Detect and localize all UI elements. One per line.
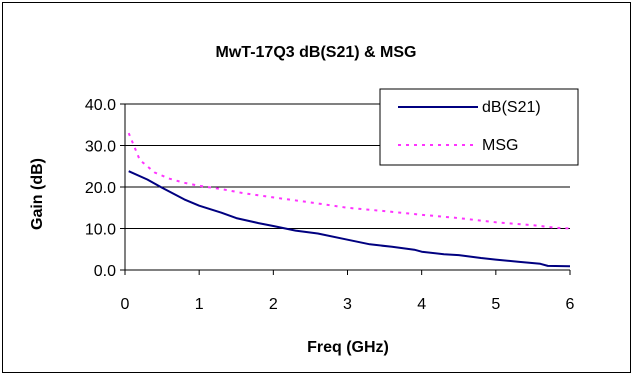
x-tick-label: 3 — [343, 296, 352, 313]
y-axis-title: Gain (dB) — [29, 158, 46, 230]
legend: dB(S21) MSG — [379, 88, 579, 166]
x-axis-title: Freq (GHz) — [307, 339, 389, 356]
series-line-s21 — [128, 170, 571, 268]
series-layer — [127, 132, 571, 268]
grid-layer — [125, 103, 570, 229]
y-tick-label: 40.0 — [85, 97, 116, 114]
y-tick-label: 30.0 — [85, 139, 116, 156]
legend-box — [379, 88, 579, 166]
x-tick-label: 6 — [566, 296, 575, 313]
x-tick-label: 0 — [121, 296, 130, 313]
x-tick-label: 4 — [417, 296, 426, 313]
y-tick-label: 20.0 — [85, 180, 116, 197]
chart-title: MwT-17Q3 dB(S21) & MSG — [216, 44, 417, 61]
x-tick-label: 5 — [491, 296, 500, 313]
y-tick-label: 10.0 — [85, 222, 116, 239]
legend-label-msg: MSG — [482, 137, 518, 154]
y-tick-label: 0.0 — [94, 263, 116, 280]
legend-label-s21: dB(S21) — [482, 99, 541, 116]
x-tick-label: 2 — [269, 296, 278, 313]
axis-layer: 0.0 10.0 20.0 30.0 40.0 0 1 2 3 4 5 6 — [85, 97, 575, 313]
series-line-msg — [127, 132, 571, 230]
x-tick-label: 1 — [195, 296, 204, 313]
